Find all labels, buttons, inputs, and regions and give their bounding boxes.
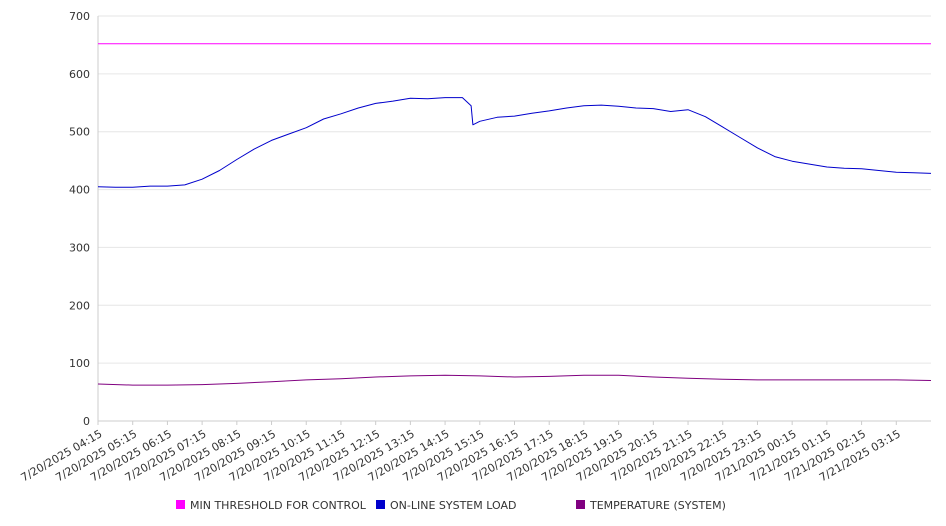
y-tick-label: 400 — [69, 184, 90, 197]
legend-label: MIN THRESHOLD FOR CONTROL — [190, 499, 367, 512]
series-lines — [97, 43, 932, 386]
grid — [98, 15, 931, 364]
series-line-on-line-system-load — [97, 97, 932, 188]
y-tick-label: 0 — [83, 415, 90, 428]
y-tick-label: 500 — [69, 126, 90, 139]
legend-swatch — [176, 500, 185, 509]
legend-swatch — [576, 500, 585, 509]
y-tick-label: 600 — [69, 68, 90, 81]
legend: MIN THRESHOLD FOR CONTROL ON-LINE SYSTEM … — [176, 499, 726, 512]
legend-label: TEMPERATURE (SYSTEM) — [589, 499, 726, 512]
legend-swatch — [376, 500, 385, 509]
legend-label: ON-LINE SYSTEM LOAD — [390, 499, 516, 512]
series-line-temperature-system — [97, 374, 932, 386]
y-tick-label: 100 — [69, 357, 90, 370]
y-tick-label: 700 — [69, 10, 90, 23]
y-tick-label: 300 — [69, 241, 90, 254]
y-tick-label: 200 — [69, 299, 90, 312]
